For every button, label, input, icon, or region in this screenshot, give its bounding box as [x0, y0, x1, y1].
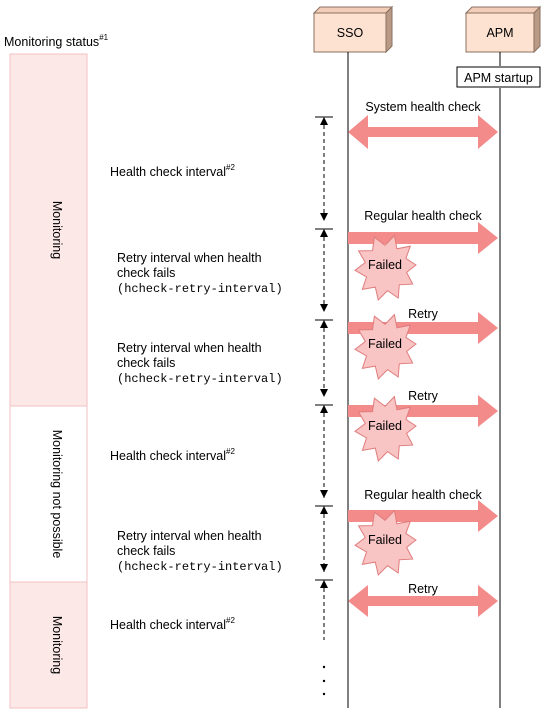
participant-sso-label: SSO — [337, 26, 364, 40]
message-label: Regular health check — [364, 488, 482, 502]
message-label: Retry — [408, 307, 439, 321]
failed-burst: Failed — [354, 313, 417, 381]
failed-burst: Failed — [354, 234, 417, 302]
interval-timeline — [315, 116, 333, 640]
failed-burst: Failed — [354, 509, 417, 577]
failed-label: Failed — [368, 419, 402, 433]
svg-text:check fails: check fails — [117, 266, 175, 280]
svg-text:check fails: check fails — [117, 356, 175, 370]
message-label: System health check — [365, 100, 481, 114]
health-check-interval-label: Health check interval#2 — [110, 163, 235, 179]
failed-label: Failed — [368, 258, 402, 272]
status-band-monitoring-1: Monitoring — [9, 53, 88, 407]
status-band-label: Monitoring — [50, 201, 64, 259]
status-band-label: Monitoring not possible — [50, 430, 64, 559]
failed-label: Failed — [368, 533, 402, 547]
failed-burst: Failed — [354, 395, 417, 463]
message-arrow-right — [348, 222, 498, 254]
svg-text:check fails: check fails — [117, 544, 175, 558]
message-arrow-right — [348, 500, 498, 532]
message-arrow-right — [348, 312, 498, 344]
svg-text:Retry interval when health: Retry interval when health — [117, 341, 262, 355]
svg-text:(hcheck-retry-interval): (hcheck-retry-interval) — [117, 372, 283, 386]
participant-apm: APM — [464, 5, 542, 54]
svg-text:(hcheck-retry-interval): (hcheck-retry-interval) — [117, 560, 283, 574]
retry-interval-label: Retry interval when health check fails (… — [117, 529, 283, 574]
status-band-label: Monitoring — [50, 616, 64, 674]
retry-interval-label: Retry interval when health check fails (… — [117, 341, 283, 386]
participant-sso: SSO — [312, 5, 394, 54]
monitoring-status-heading: Monitoring status#1 — [4, 33, 109, 49]
health-check-interval-label: Health check interval#2 — [110, 616, 235, 632]
svg-text:Retry interval when health: Retry interval when health — [117, 251, 262, 265]
message-label: Retry — [408, 389, 439, 403]
status-band-monitoring-2: Monitoring — [9, 581, 88, 709]
svg-text:Retry interval when health: Retry interval when health — [117, 529, 262, 543]
health-check-interval-label: Health check interval#2 — [110, 447, 235, 463]
message-arrow-both — [348, 585, 498, 617]
svg-text:(hcheck-retry-interval): (hcheck-retry-interval) — [117, 282, 283, 296]
up-arrowheads — [320, 117, 328, 588]
continuation-dots — [322, 665, 326, 696]
status-band-not-possible: Monitoring not possible — [9, 405, 88, 583]
message-arrow-both — [348, 115, 498, 149]
failed-label: Failed — [368, 337, 402, 351]
participant-apm-label: APM — [486, 26, 513, 40]
message-arrow-right — [348, 395, 498, 427]
apm-startup-box: APM startup — [456, 66, 541, 88]
message-label: Retry — [408, 582, 439, 596]
svg-text:APM startup: APM startup — [464, 71, 533, 85]
message-label: Regular health check — [364, 209, 482, 223]
retry-interval-label: Retry interval when health check fails (… — [117, 251, 283, 296]
